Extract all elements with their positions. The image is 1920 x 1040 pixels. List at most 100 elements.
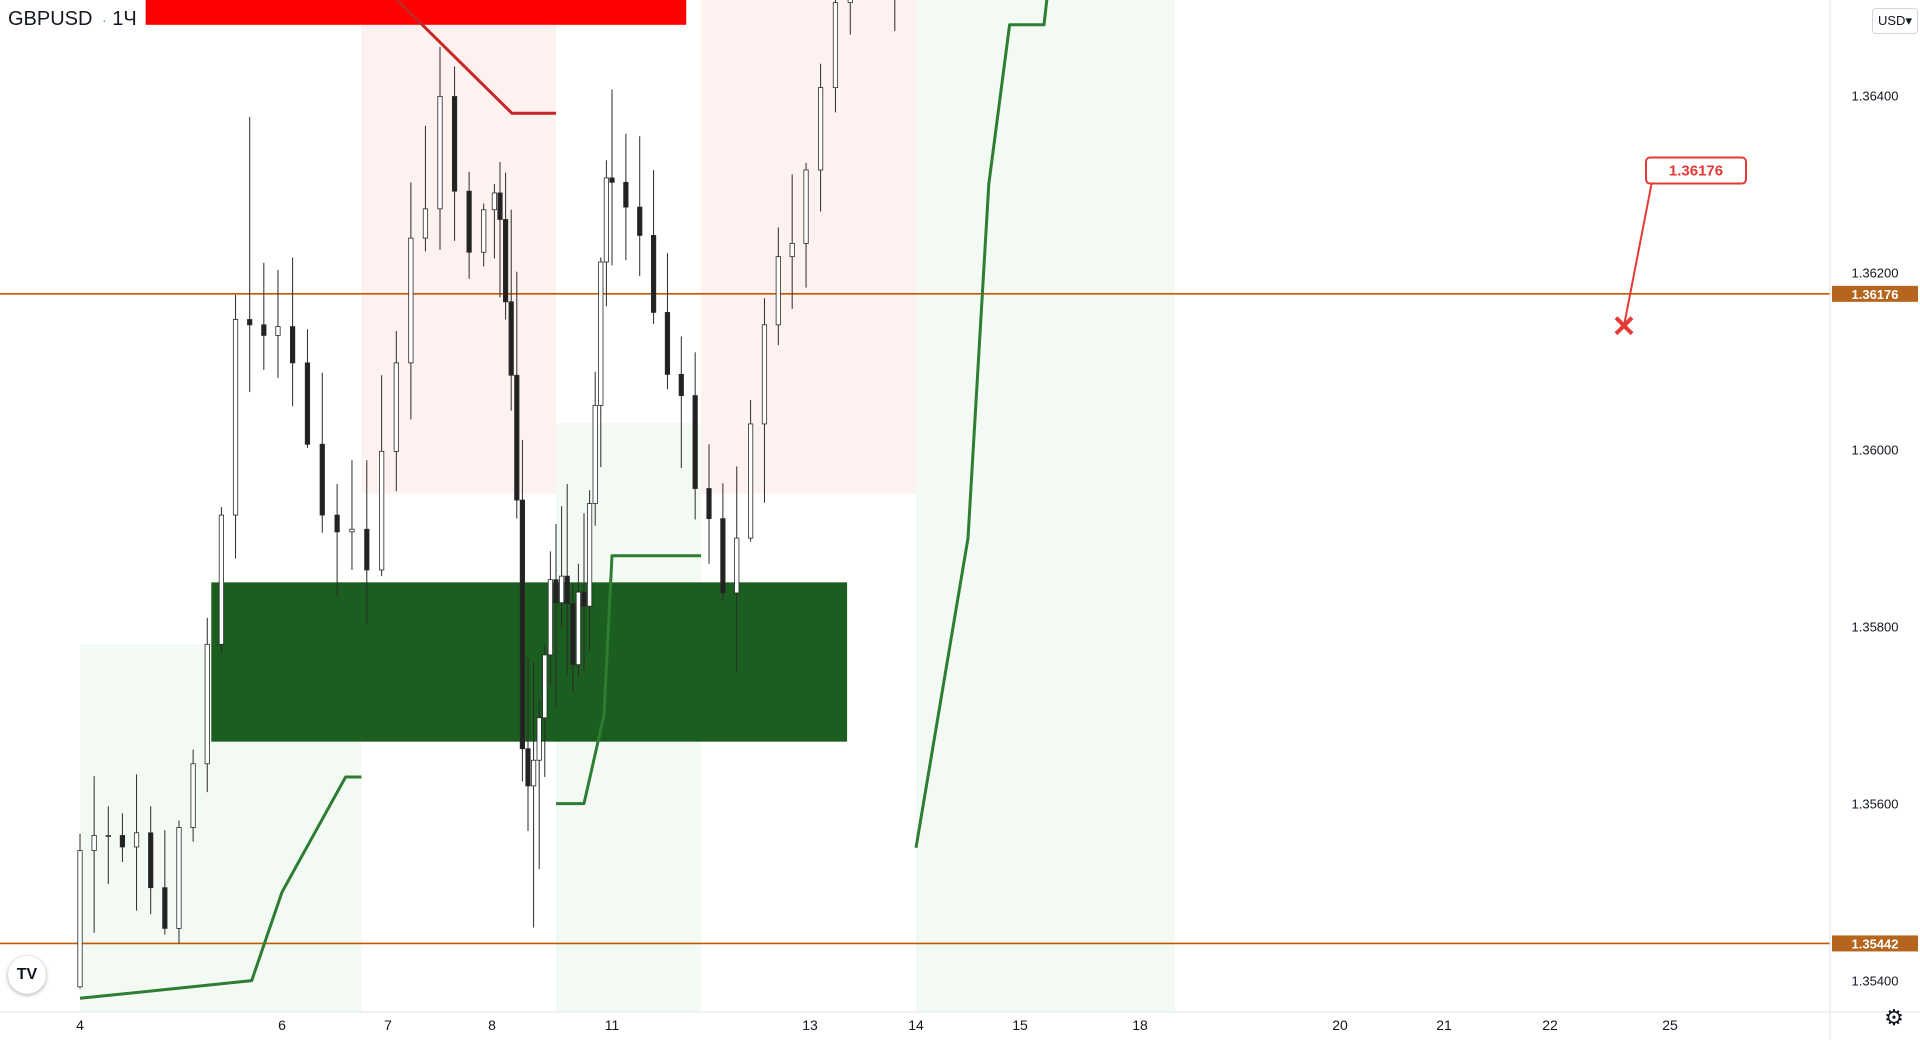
candle-bear: [451, 96, 458, 192]
candle-bull: [592, 404, 598, 504]
trail-shade-down: [701, 0, 916, 494]
price-tick-label: 1.35400: [1852, 974, 1899, 989]
trail-stops-layer: [79, 0, 1049, 1000]
time-tick-label: 20: [1332, 1017, 1348, 1033]
candle-bull: [748, 423, 754, 539]
candles-layer: [77, 0, 896, 989]
time-tick-label: 8: [488, 1017, 496, 1033]
levels-layer: 1.395591.391581.386021.381441.375531.370…: [0, 285, 1918, 952]
candle-bear: [334, 514, 340, 533]
candle-bull: [393, 362, 399, 452]
candle-bear: [650, 235, 657, 313]
price-tick-label: 1.35600: [1852, 797, 1899, 812]
candle-bear: [664, 312, 671, 375]
time-tick-label: 11: [605, 1017, 620, 1033]
time-tick-label: 14: [908, 1017, 924, 1033]
level-price-tag: [1832, 285, 1918, 302]
candle-bull: [190, 763, 196, 828]
candle-bull: [775, 256, 781, 326]
candle-bull: [133, 832, 140, 848]
candle-bear: [581, 591, 587, 607]
level-price-text: 1.36176: [1852, 287, 1899, 302]
candle-bull: [587, 503, 593, 607]
candle-bull: [789, 242, 795, 258]
currency-selector[interactable]: USD▾: [1872, 8, 1918, 34]
candle-bull: [349, 528, 355, 533]
candle-bear: [319, 443, 325, 516]
candle-bull: [176, 827, 182, 929]
candle-bear: [514, 374, 520, 501]
candle-bull: [105, 835, 111, 837]
time-tick-label: 6: [278, 1017, 286, 1033]
candle-bear: [502, 219, 509, 303]
trail-stop-down: [395, 0, 556, 115]
candle-bear: [466, 190, 472, 253]
candle-bull: [603, 177, 610, 263]
chevron-down-icon: ▾: [1905, 13, 1912, 28]
candle-bull: [542, 654, 548, 719]
candle-bull: [77, 850, 83, 988]
trail-stop-up: [914, 0, 1049, 849]
time-tick-label: 22: [1542, 1017, 1558, 1033]
candle-bull: [818, 87, 824, 171]
candle-bear: [508, 301, 514, 376]
candle-bull: [598, 261, 604, 406]
supply-zone: [145, 0, 687, 25]
demand-zone: [211, 582, 848, 742]
candle-bear: [637, 206, 643, 236]
trail-shade-down: [361, 0, 556, 494]
candle-bear: [609, 177, 615, 183]
candle-bear: [148, 832, 154, 889]
candle-bear: [720, 518, 726, 594]
zones-layer: [80, 0, 1175, 1013]
stop-x-icon: [1614, 316, 1634, 336]
time-tick-label: 4: [76, 1017, 84, 1033]
candle-bull: [91, 835, 97, 851]
price-tick-label: 1.36000: [1852, 443, 1899, 458]
candle-bull: [204, 643, 210, 765]
candle-bear: [553, 579, 559, 604]
trail-shade-up: [916, 0, 1175, 1013]
candle-bull: [575, 591, 582, 666]
candle-bear: [162, 887, 168, 929]
price-tick-label: 1.36400: [1852, 89, 1899, 104]
candle-bull: [761, 324, 768, 425]
candle-bear: [364, 528, 370, 571]
candle-bear: [623, 181, 629, 208]
tradingview-logo-icon[interactable]: TV: [8, 956, 46, 994]
candle-bull: [531, 759, 537, 787]
time-tick-label: 21: [1436, 1017, 1452, 1033]
candle-bear: [692, 395, 698, 489]
candle-bear: [247, 319, 253, 326]
trail-stop-up: [79, 775, 362, 1000]
candle-bull: [232, 319, 239, 516]
candle-bear: [570, 603, 576, 666]
candle-bear: [289, 326, 296, 364]
level-price-tag: [1832, 935, 1918, 952]
candle-bear: [497, 192, 503, 220]
candle-bull: [547, 579, 554, 656]
candle-bear: [706, 488, 712, 520]
candle-bull: [481, 209, 487, 253]
currency-label: USD: [1878, 13, 1906, 28]
time-tick-label: 25: [1662, 1017, 1678, 1033]
price-labels-layer: 1.395591.391581.370001.36176: [1614, 156, 1747, 336]
candle-bull: [832, 2, 839, 89]
candle-bull: [437, 96, 443, 210]
candle-bear: [261, 324, 267, 336]
candle-bull: [559, 575, 565, 604]
gear-icon[interactable]: ⚙: [1884, 1005, 1904, 1030]
candle-bear: [525, 748, 531, 787]
symbol-header[interactable]: GBPUSD · 1Ч: [8, 8, 137, 31]
candle-bull: [803, 169, 809, 244]
candle-bear: [304, 362, 311, 445]
candle-bull: [218, 514, 224, 645]
timeframe-label[interactable]: 1Ч: [112, 8, 137, 30]
candle-bull: [491, 192, 498, 211]
level-price-text: 1.35442: [1852, 936, 1899, 951]
price-tick-label: 1.36200: [1852, 266, 1899, 281]
symbol-label: GBPUSD: [8, 8, 93, 30]
candle-bull: [536, 717, 542, 761]
